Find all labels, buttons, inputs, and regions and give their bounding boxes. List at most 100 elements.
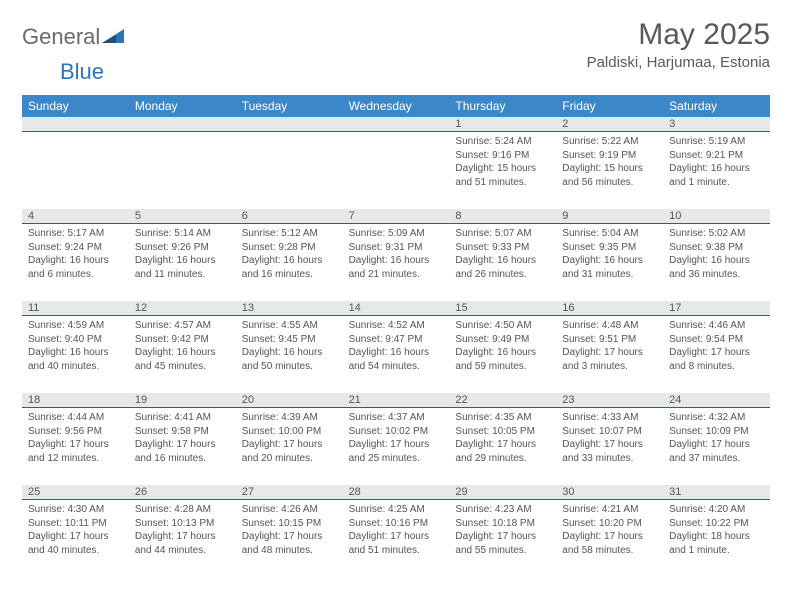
- day-content: Sunrise: 4:48 AMSunset: 9:51 PMDaylight:…: [556, 316, 663, 379]
- daylight-line: Daylight: 17 hours and 25 minutes.: [349, 438, 444, 465]
- sunrise-line: Sunrise: 4:30 AM: [28, 503, 123, 517]
- daylight-line: Daylight: 15 hours and 56 minutes.: [562, 162, 657, 189]
- daylight-line: Daylight: 16 hours and 40 minutes.: [28, 346, 123, 373]
- day-content: Sunrise: 5:19 AMSunset: 9:21 PMDaylight:…: [663, 132, 770, 195]
- sunset-line: Sunset: 10:00 PM: [242, 425, 337, 439]
- daylight-line: Daylight: 18 hours and 1 minute.: [669, 530, 764, 557]
- day-cell: 14Sunrise: 4:52 AMSunset: 9:47 PMDayligh…: [343, 301, 450, 393]
- day-content: Sunrise: 5:14 AMSunset: 9:26 PMDaylight:…: [129, 224, 236, 287]
- day-number: 24: [663, 393, 770, 408]
- day-number: 1: [449, 117, 556, 132]
- sunrise-line: Sunrise: 5:02 AM: [669, 227, 764, 241]
- daylight-line: Daylight: 16 hours and 50 minutes.: [242, 346, 337, 373]
- sunrise-line: Sunrise: 4:32 AM: [669, 411, 764, 425]
- week-row: 1Sunrise: 5:24 AMSunset: 9:16 PMDaylight…: [22, 117, 770, 209]
- day-number: 10: [663, 209, 770, 224]
- title-block: May 2025 Paldiski, Harjumaa, Estonia: [587, 18, 770, 71]
- sunrise-line: Sunrise: 4:41 AM: [135, 411, 230, 425]
- day-content: Sunrise: 4:55 AMSunset: 9:45 PMDaylight:…: [236, 316, 343, 379]
- day-number: 20: [236, 393, 343, 408]
- sunrise-line: Sunrise: 4:25 AM: [349, 503, 444, 517]
- day-cell: 17Sunrise: 4:46 AMSunset: 9:54 PMDayligh…: [663, 301, 770, 393]
- sunrise-line: Sunrise: 4:55 AM: [242, 319, 337, 333]
- sunrise-line: Sunrise: 4:48 AM: [562, 319, 657, 333]
- day-content: Sunrise: 4:21 AMSunset: 10:20 PMDaylight…: [556, 500, 663, 563]
- sunset-line: Sunset: 9:21 PM: [669, 149, 764, 163]
- day-cell: 28Sunrise: 4:25 AMSunset: 10:16 PMDaylig…: [343, 485, 450, 577]
- day-cell: 27Sunrise: 4:26 AMSunset: 10:15 PMDaylig…: [236, 485, 343, 577]
- sunset-line: Sunset: 9:40 PM: [28, 333, 123, 347]
- day-number: 12: [129, 301, 236, 316]
- day-content: Sunrise: 4:20 AMSunset: 10:22 PMDaylight…: [663, 500, 770, 563]
- daylight-line: Daylight: 17 hours and 33 minutes.: [562, 438, 657, 465]
- sunset-line: Sunset: 9:26 PM: [135, 241, 230, 255]
- day-number: 29: [449, 485, 556, 500]
- sunset-line: Sunset: 9:47 PM: [349, 333, 444, 347]
- sunrise-line: Sunrise: 4:33 AM: [562, 411, 657, 425]
- day-number: 11: [22, 301, 129, 316]
- day-cell: 8Sunrise: 5:07 AMSunset: 9:33 PMDaylight…: [449, 209, 556, 301]
- day-number: [129, 117, 236, 132]
- sunrise-line: Sunrise: 4:46 AM: [669, 319, 764, 333]
- sunset-line: Sunset: 9:42 PM: [135, 333, 230, 347]
- day-content: Sunrise: 4:30 AMSunset: 10:11 PMDaylight…: [22, 500, 129, 563]
- day-number: [22, 117, 129, 132]
- day-number: 13: [236, 301, 343, 316]
- week-row: 25Sunrise: 4:30 AMSunset: 10:11 PMDaylig…: [22, 485, 770, 577]
- daylight-line: Daylight: 16 hours and 16 minutes.: [242, 254, 337, 281]
- daylight-line: Daylight: 16 hours and 21 minutes.: [349, 254, 444, 281]
- day-number: 19: [129, 393, 236, 408]
- sunset-line: Sunset: 10:22 PM: [669, 517, 764, 531]
- day-content: Sunrise: 4:39 AMSunset: 10:00 PMDaylight…: [236, 408, 343, 471]
- day-number: 26: [129, 485, 236, 500]
- day-number: 3: [663, 117, 770, 132]
- daylight-line: Daylight: 16 hours and 36 minutes.: [669, 254, 764, 281]
- day-cell: 3Sunrise: 5:19 AMSunset: 9:21 PMDaylight…: [663, 117, 770, 209]
- sunrise-line: Sunrise: 4:20 AM: [669, 503, 764, 517]
- day-content: [236, 132, 343, 141]
- logo-text-1: General: [22, 24, 100, 50]
- sunrise-line: Sunrise: 5:07 AM: [455, 227, 550, 241]
- daylight-line: Daylight: 17 hours and 16 minutes.: [135, 438, 230, 465]
- sunrise-line: Sunrise: 5:12 AM: [242, 227, 337, 241]
- daylight-line: Daylight: 15 hours and 51 minutes.: [455, 162, 550, 189]
- sunset-line: Sunset: 9:28 PM: [242, 241, 337, 255]
- day-content: Sunrise: 5:09 AMSunset: 9:31 PMDaylight:…: [343, 224, 450, 287]
- sunrise-line: Sunrise: 4:52 AM: [349, 319, 444, 333]
- sunset-line: Sunset: 10:07 PM: [562, 425, 657, 439]
- sunset-line: Sunset: 9:24 PM: [28, 241, 123, 255]
- day-content: Sunrise: 4:33 AMSunset: 10:07 PMDaylight…: [556, 408, 663, 471]
- day-content: Sunrise: 4:35 AMSunset: 10:05 PMDaylight…: [449, 408, 556, 471]
- day-content: Sunrise: 4:46 AMSunset: 9:54 PMDaylight:…: [663, 316, 770, 379]
- day-cell: 13Sunrise: 4:55 AMSunset: 9:45 PMDayligh…: [236, 301, 343, 393]
- weekday-tuesday: Tuesday: [236, 95, 343, 117]
- day-cell: 22Sunrise: 4:35 AMSunset: 10:05 PMDaylig…: [449, 393, 556, 485]
- daylight-line: Daylight: 17 hours and 51 minutes.: [349, 530, 444, 557]
- sunrise-line: Sunrise: 5:19 AM: [669, 135, 764, 149]
- sunset-line: Sunset: 10:20 PM: [562, 517, 657, 531]
- day-content: Sunrise: 5:07 AMSunset: 9:33 PMDaylight:…: [449, 224, 556, 287]
- day-number: 23: [556, 393, 663, 408]
- day-cell: 11Sunrise: 4:59 AMSunset: 9:40 PMDayligh…: [22, 301, 129, 393]
- day-number: 18: [22, 393, 129, 408]
- sunset-line: Sunset: 9:49 PM: [455, 333, 550, 347]
- day-number: 9: [556, 209, 663, 224]
- day-cell: 23Sunrise: 4:33 AMSunset: 10:07 PMDaylig…: [556, 393, 663, 485]
- day-cell: 29Sunrise: 4:23 AMSunset: 10:18 PMDaylig…: [449, 485, 556, 577]
- day-number: 22: [449, 393, 556, 408]
- daylight-line: Daylight: 17 hours and 20 minutes.: [242, 438, 337, 465]
- day-number: 21: [343, 393, 450, 408]
- week-row: 11Sunrise: 4:59 AMSunset: 9:40 PMDayligh…: [22, 301, 770, 393]
- weekday-header-row: SundayMondayTuesdayWednesdayThursdayFrid…: [22, 95, 770, 117]
- day-content: Sunrise: 5:24 AMSunset: 9:16 PMDaylight:…: [449, 132, 556, 195]
- day-cell: 19Sunrise: 4:41 AMSunset: 9:58 PMDayligh…: [129, 393, 236, 485]
- day-content: Sunrise: 4:23 AMSunset: 10:18 PMDaylight…: [449, 500, 556, 563]
- day-content: Sunrise: 4:32 AMSunset: 10:09 PMDaylight…: [663, 408, 770, 471]
- day-cell: 24Sunrise: 4:32 AMSunset: 10:09 PMDaylig…: [663, 393, 770, 485]
- day-content: Sunrise: 5:22 AMSunset: 9:19 PMDaylight:…: [556, 132, 663, 195]
- day-cell: 30Sunrise: 4:21 AMSunset: 10:20 PMDaylig…: [556, 485, 663, 577]
- day-number: 4: [22, 209, 129, 224]
- sunset-line: Sunset: 10:18 PM: [455, 517, 550, 531]
- sunset-line: Sunset: 9:19 PM: [562, 149, 657, 163]
- week-row: 4Sunrise: 5:17 AMSunset: 9:24 PMDaylight…: [22, 209, 770, 301]
